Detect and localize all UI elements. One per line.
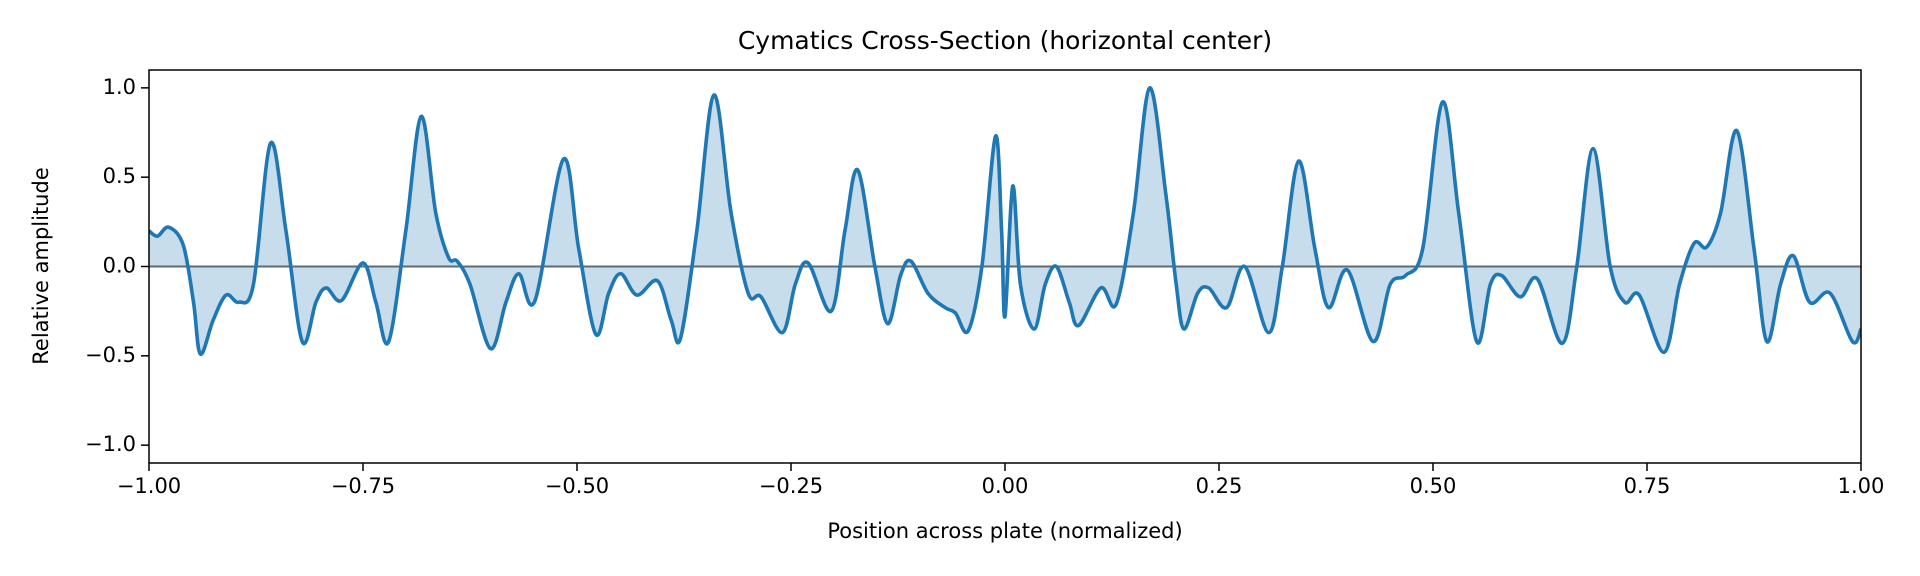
- chart-title: Cymatics Cross-Section (horizontal cente…: [738, 26, 1272, 55]
- x-tick-label: 0.00: [982, 474, 1029, 498]
- y-axis-label: Relative amplitude: [29, 167, 53, 364]
- x-axis-label: Position across plate (normalized): [827, 519, 1182, 543]
- x-tick-label: −0.75: [331, 474, 395, 498]
- y-tick-label: 1.0: [103, 75, 136, 99]
- x-tick-label: 1.00: [1838, 474, 1885, 498]
- x-tick-label: 0.75: [1624, 474, 1671, 498]
- x-tick-label: 0.50: [1410, 474, 1457, 498]
- y-tick-label: 0.0: [103, 254, 136, 278]
- x-tick-label: −1.00: [117, 474, 181, 498]
- x-tick-label: −0.25: [759, 474, 823, 498]
- y-tick-label: −1.0: [85, 432, 136, 456]
- line: [149, 86, 1861, 356]
- x-tick-label: 0.25: [1196, 474, 1243, 498]
- y-tick-label: −0.5: [85, 343, 136, 367]
- x-tick-label: −0.50: [545, 474, 609, 498]
- y-tick-label: 0.5: [103, 164, 136, 188]
